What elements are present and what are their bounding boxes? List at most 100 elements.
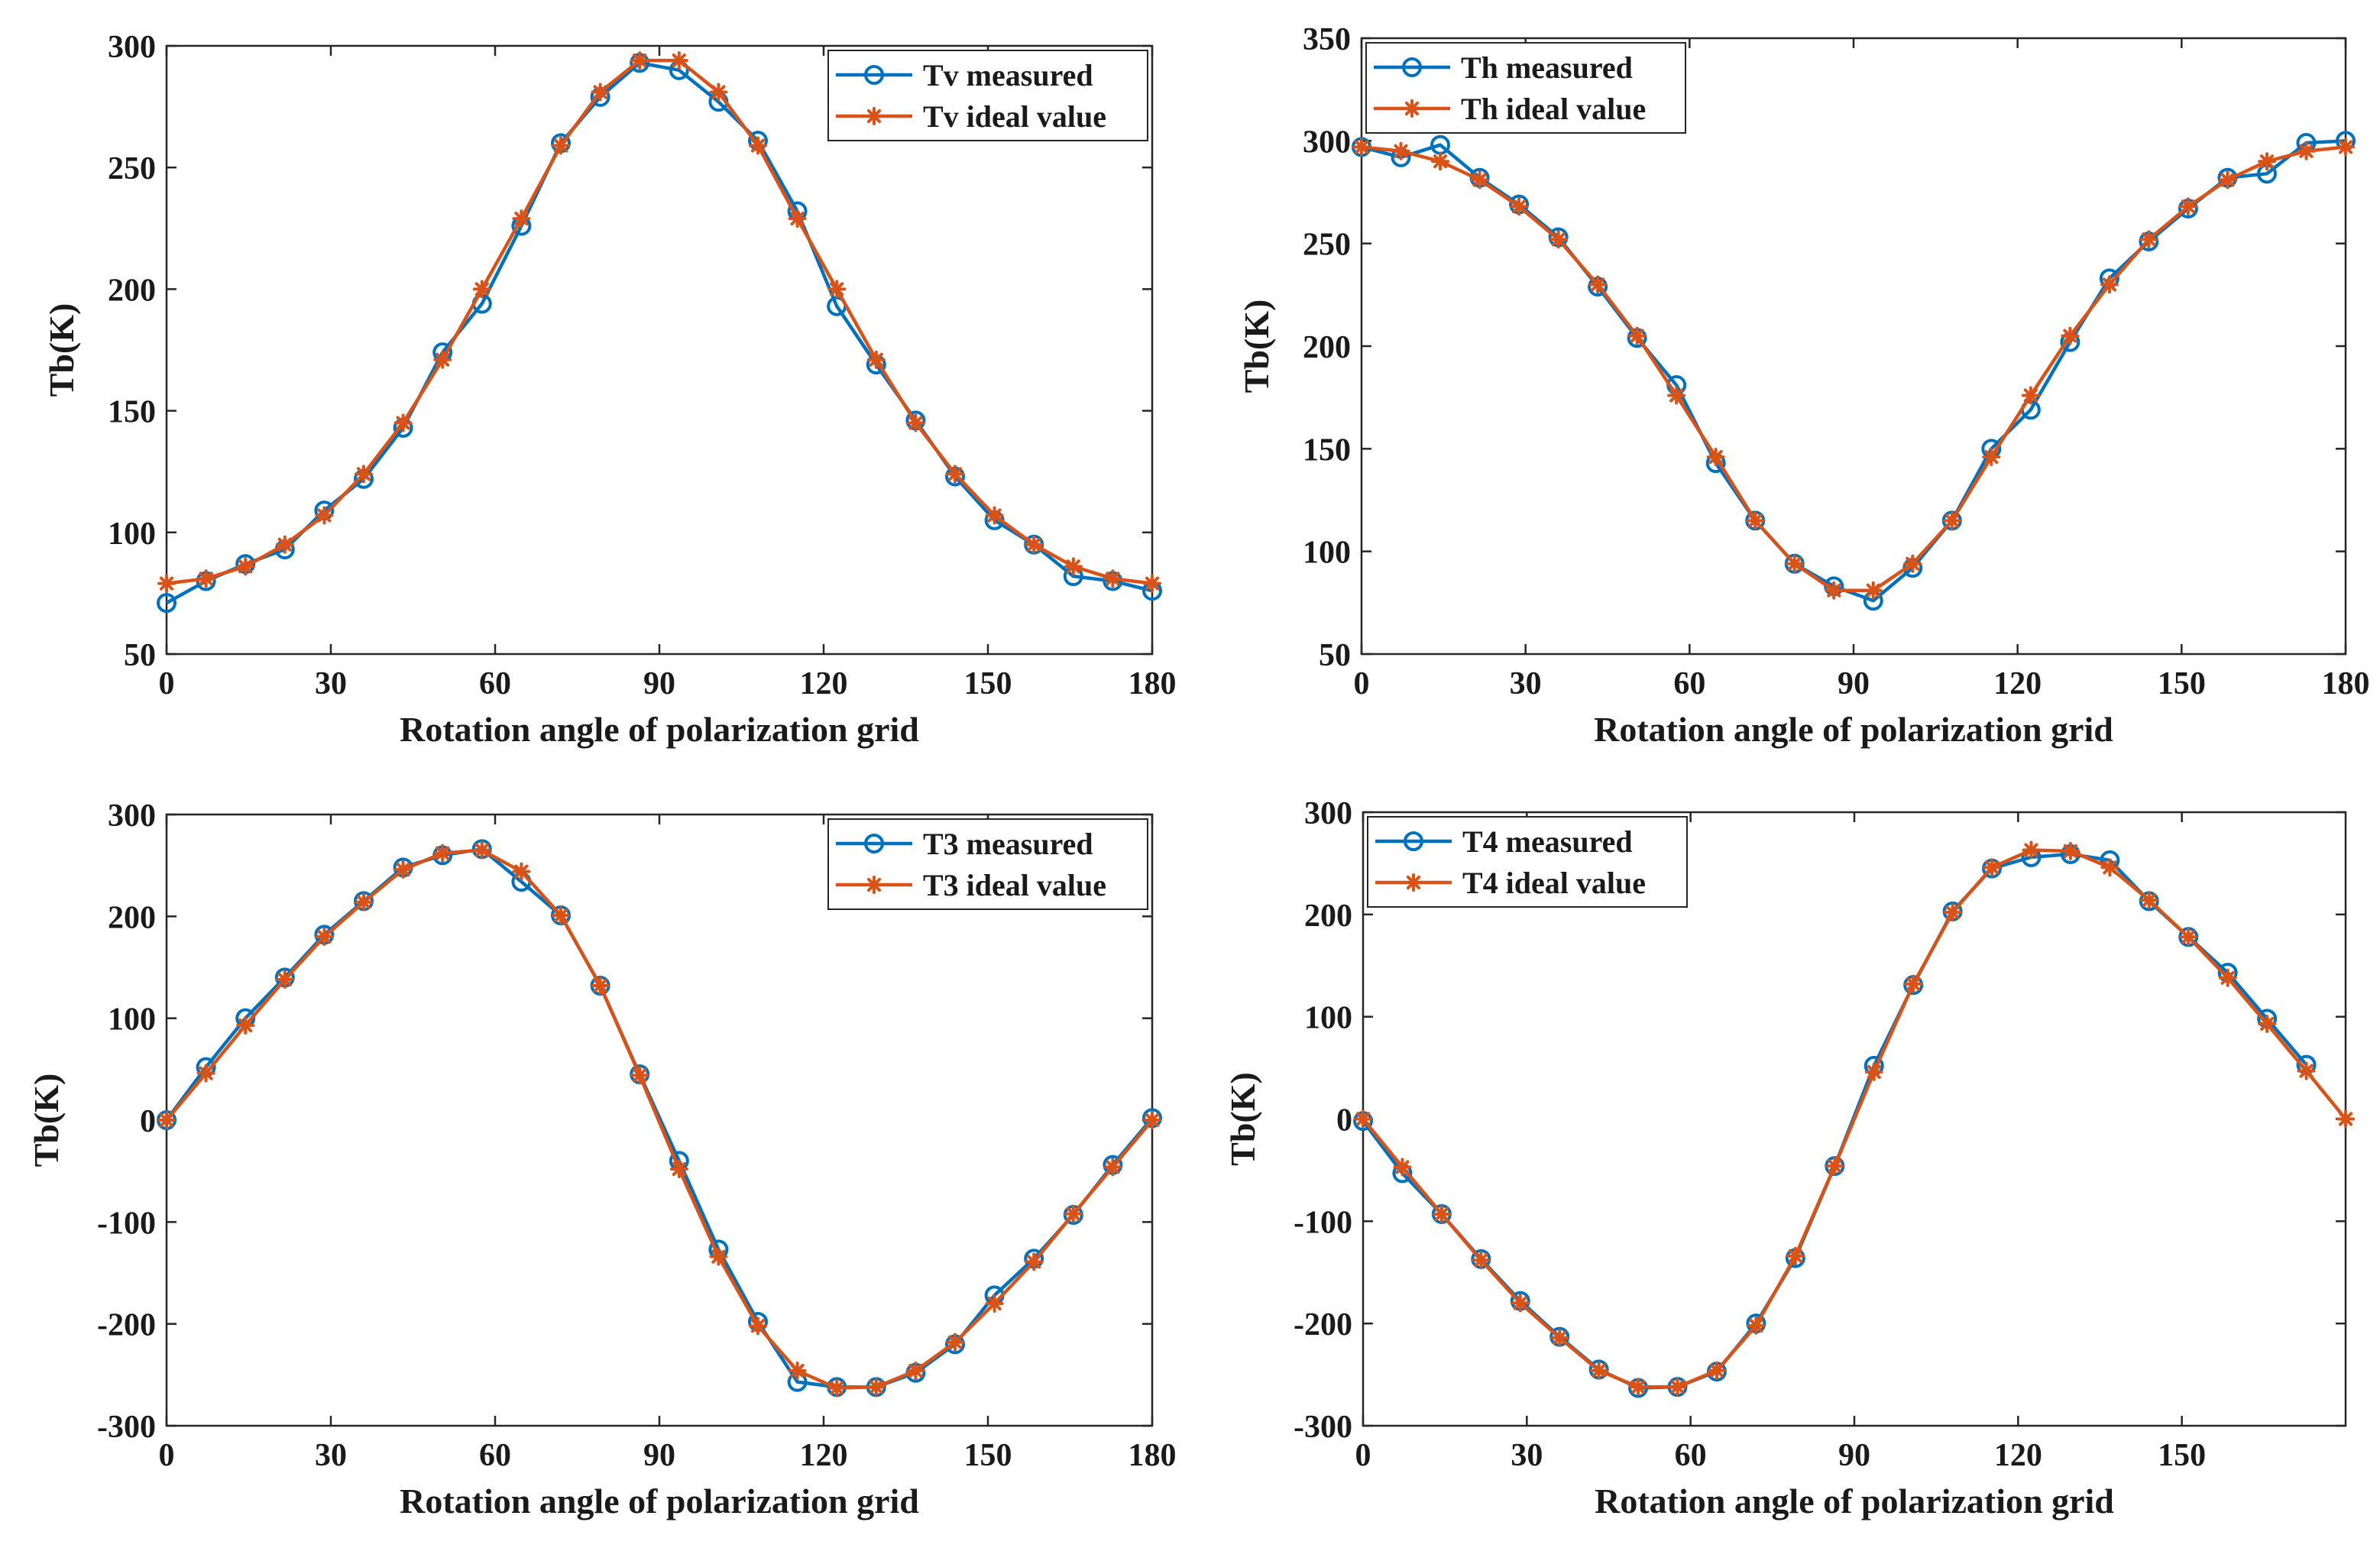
y-tick-label: 100 [108, 517, 156, 552]
legend-label: T4 ideal value [1462, 866, 1646, 900]
data-point [1025, 1252, 1044, 1271]
data-point [512, 209, 531, 228]
y-tick-label: 100 [108, 1002, 156, 1038]
y-tick-label: -200 [97, 1308, 156, 1343]
y-tick-label: 200 [108, 273, 156, 308]
legend-marker [1404, 831, 1423, 851]
data-point [1025, 535, 1044, 554]
data-point [1470, 170, 1489, 189]
y-axis-label: Tb(K) [1237, 300, 1276, 393]
data-point [275, 970, 294, 989]
data-point [788, 1362, 807, 1380]
data-point [1825, 1157, 1844, 1176]
x-tick-label: 90 [643, 666, 675, 701]
legend-marker [1404, 873, 1423, 892]
data-point [393, 413, 413, 432]
data-point [1864, 581, 1883, 600]
x-tick-label: 120 [1993, 666, 2042, 701]
legend-label: Th ideal value [1461, 92, 1646, 126]
x-tick-label: 90 [643, 1438, 675, 1473]
data-point [788, 209, 807, 228]
x-tick-label: 0 [159, 1438, 175, 1473]
y-axis-label: Tb(K) [1223, 1072, 1262, 1166]
data-point [157, 593, 176, 614]
data-point [1785, 554, 1804, 573]
y-tick-label: 200 [1304, 899, 1352, 934]
data-point [2061, 326, 2080, 345]
data-point [2061, 841, 2080, 860]
y-tick-label: 0 [140, 1104, 156, 1139]
legend: T3 measured T3 ideal value [827, 818, 1148, 910]
data-point [591, 83, 610, 102]
x-tick-label: 120 [800, 1438, 848, 1473]
x-tick-label: 180 [1128, 1438, 1177, 1473]
x-tick-label: 30 [315, 1438, 347, 1473]
data-point [1472, 1251, 1491, 1270]
chart-panel-2: 0 30 60 90 120 150 180 50 100 150 200 250 300 350 Rota… [1237, 22, 2370, 749]
y-tick-label: -100 [97, 1206, 156, 1241]
data-point [669, 51, 688, 70]
data-point [709, 1247, 728, 1266]
data-point [866, 350, 886, 369]
data-point [1707, 1361, 1726, 1380]
x-tick-label: 120 [1994, 1438, 2042, 1473]
data-point [2179, 928, 2198, 947]
data-point [1354, 1109, 1372, 1129]
data-point [355, 465, 373, 484]
data-point [906, 413, 925, 432]
data-point [2297, 141, 2316, 160]
data-point [512, 862, 531, 881]
data-point [591, 976, 610, 995]
data-point [1588, 275, 1608, 294]
data-point [2336, 138, 2355, 157]
data-point [1510, 197, 1529, 216]
legend-label: T3 measured [923, 827, 1093, 861]
y-tick-label: -100 [1294, 1205, 1352, 1240]
data-point [1143, 574, 1161, 593]
data-point [1668, 1378, 1687, 1397]
data-point [355, 892, 373, 912]
data-point [1589, 1361, 1608, 1380]
x-tick-label: 60 [1675, 1438, 1707, 1473]
x-tick-label: 90 [1838, 1438, 1870, 1473]
x-tick-label: 0 [1354, 666, 1370, 701]
y-tick-label: 100 [1303, 536, 1351, 571]
x-tick-label: 0 [159, 666, 175, 701]
data-point [946, 1333, 964, 1352]
data-point [1511, 1294, 1530, 1313]
data-point [2100, 858, 2119, 877]
x-tick-label: 30 [315, 666, 347, 701]
y-tick-label: 300 [1304, 796, 1352, 831]
data-point [2257, 152, 2276, 171]
legend-box [1367, 816, 1688, 908]
data-point [1550, 1328, 1569, 1347]
legend-label: T4 measured [1462, 824, 1633, 859]
data-point [827, 1378, 847, 1397]
x-axis-label: Rotation angle of polarization grid [400, 710, 919, 749]
x-tick-label: 150 [2158, 666, 2206, 701]
data-point [1706, 448, 1725, 467]
data-point [985, 1294, 1004, 1313]
data-point [1746, 511, 1765, 530]
y-axis-label: Tb(K) [27, 1074, 66, 1168]
data-point [315, 506, 334, 525]
chart-panel-4: 0 30 60 90 120 150 -300 -200 -100 0 100 200 300 Rotat… [1223, 796, 2355, 1521]
series-t3-ideal-value [157, 840, 1161, 1397]
legend-label: Th measured [1461, 50, 1633, 85]
x-tick-label: 150 [2158, 1438, 2206, 1473]
y-tick-label: 100 [1304, 1001, 1352, 1036]
data-point [1983, 858, 2002, 877]
data-point [630, 1066, 649, 1085]
legend-marker [1403, 99, 1421, 118]
data-point [157, 574, 176, 593]
data-point [1432, 1204, 1451, 1223]
data-point [2297, 1061, 2316, 1080]
legend-marker [865, 876, 883, 894]
series-th-ideal-value [1352, 138, 2355, 600]
x-tick-label: 150 [964, 666, 1012, 701]
y-tick-label: 0 [1336, 1103, 1352, 1138]
y-tick-label: 50 [1319, 638, 1351, 673]
data-point [2218, 968, 2237, 987]
data-point [1393, 1158, 1412, 1177]
